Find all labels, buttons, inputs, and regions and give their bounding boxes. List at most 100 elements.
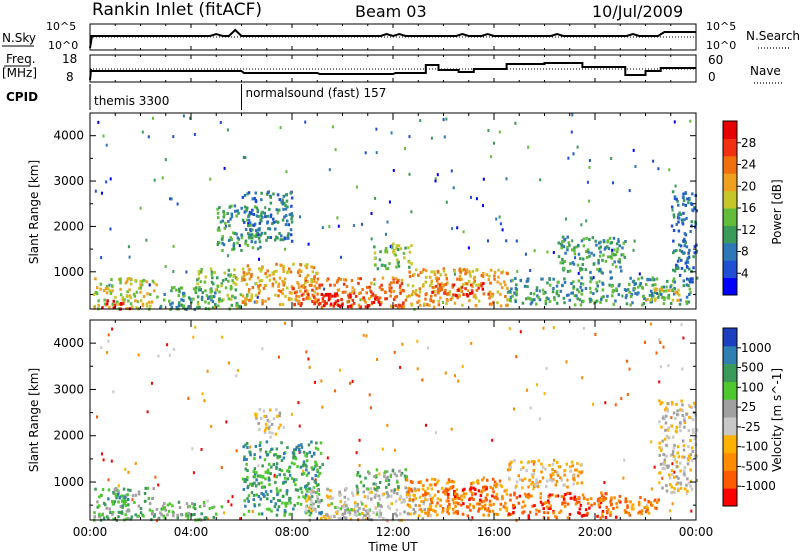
range-gate-cell [475, 296, 478, 300]
range-gate-cell [586, 511, 589, 515]
range-gate-cell [588, 506, 591, 510]
range-gate-cell [665, 489, 669, 493]
range-gate-cell [259, 450, 262, 454]
range-gate-cell [565, 217, 567, 221]
range-gate-cell [672, 239, 675, 243]
range-gate-cell [566, 491, 569, 495]
range-gate-cell [644, 510, 648, 514]
range-gate-cell [340, 298, 343, 302]
range-gate-cell [113, 488, 117, 492]
range-gate-cell [638, 503, 641, 507]
range-gate-cell [451, 283, 454, 287]
range-gate-cell [395, 508, 399, 512]
range-gate-cell [565, 293, 569, 297]
range-gate-cell [383, 475, 386, 479]
range-gate-cell [505, 492, 509, 496]
range-gate-cell [185, 502, 189, 506]
range-gate-cell [431, 496, 434, 500]
range-gate-cell [554, 483, 557, 487]
range-gate-cell [237, 305, 241, 309]
range-gate-cell [686, 265, 689, 269]
range-gate-cell [342, 278, 346, 282]
range-gate-cell [633, 287, 637, 291]
range-gate-cell [527, 514, 530, 518]
range-gate-cell [390, 131, 393, 135]
range-gate-cell [579, 503, 583, 507]
range-gate-cell [230, 215, 234, 219]
range-gate-cell [417, 294, 421, 298]
range-gate-cell [335, 511, 339, 515]
range-gate-cell [257, 495, 261, 498]
range-gate-cell [574, 502, 578, 506]
range-gate-cell [320, 283, 324, 287]
range-gate-cell [532, 462, 535, 466]
colorbar-segment [723, 452, 737, 471]
range-gate-cell [471, 269, 475, 273]
range-gate-cell [186, 505, 190, 509]
range-gate-cell [390, 281, 393, 285]
power-ylabel: Slant Range [km] [27, 160, 41, 264]
range-gate-cell [264, 426, 268, 430]
range-gate-cell [119, 505, 123, 508]
range-gate-cell [175, 288, 178, 292]
range-gate-cell [275, 466, 278, 470]
range-gate-cell [435, 279, 439, 283]
range-gate-cell [465, 505, 469, 509]
range-gate-cell [601, 512, 604, 516]
range-gate-cell [592, 292, 595, 296]
range-gate-cell [485, 487, 488, 491]
range-gate-cell [244, 239, 248, 243]
range-gate-cell [283, 473, 286, 477]
range-gate-cell [563, 260, 566, 264]
range-gate-cell [232, 244, 236, 248]
range-gate-cell [323, 287, 326, 291]
range-gate-cell [408, 135, 411, 139]
range-gate-cell [172, 514, 175, 518]
range-gate-cell [100, 346, 103, 349]
range-gate-cell [693, 245, 697, 249]
range-gate-cell [351, 298, 355, 302]
range-gate-cell [337, 224, 340, 228]
range-gate-cell [396, 487, 399, 491]
range-gate-cell [407, 493, 411, 497]
range-gate-cell [528, 478, 531, 482]
range-gate-cell [672, 435, 675, 439]
range-gate-cell [634, 165, 637, 168]
nave-right-tick-bottom: 0 [708, 70, 716, 84]
range-gate-cell [664, 421, 668, 425]
range-gate-cell [300, 284, 303, 288]
range-gate-cell [287, 269, 290, 273]
range-gate-cell [311, 506, 315, 510]
range-gate-cell [127, 277, 131, 280]
range-gate-cell [304, 277, 307, 281]
range-gate-cell [625, 499, 629, 503]
range-gate-cell [509, 279, 513, 283]
range-gate-cell [106, 351, 109, 355]
range-gate-cell [400, 500, 403, 504]
range-gate-cell [328, 488, 332, 492]
range-gate-cell [472, 504, 475, 508]
range-gate-cell [293, 302, 296, 306]
range-gate-cell [297, 299, 301, 303]
range-gate-cell [532, 487, 535, 491]
range-gate-cell [504, 283, 507, 287]
range-gate-cell [269, 195, 273, 199]
range-gate-cell [434, 504, 438, 508]
range-gate-cell [374, 507, 378, 511]
range-gate-cell [626, 393, 629, 396]
range-gate-cell [392, 289, 396, 293]
colorbar-segment [723, 121, 737, 139]
range-gate-cell [573, 498, 577, 502]
range-gate-cell [105, 143, 108, 147]
range-gate-cell [451, 296, 454, 300]
range-gate-cell [411, 284, 415, 288]
range-gate-cell [671, 402, 674, 406]
range-gate-cell [339, 305, 342, 308]
range-gate-cell [632, 148, 635, 152]
range-gate-cell [172, 244, 175, 248]
range-gate-cell [233, 268, 236, 272]
range-gate-cell [365, 334, 368, 338]
range-gate-cell [353, 509, 357, 513]
range-gate-cell [300, 445, 304, 449]
range-gate-cell [482, 177, 485, 181]
